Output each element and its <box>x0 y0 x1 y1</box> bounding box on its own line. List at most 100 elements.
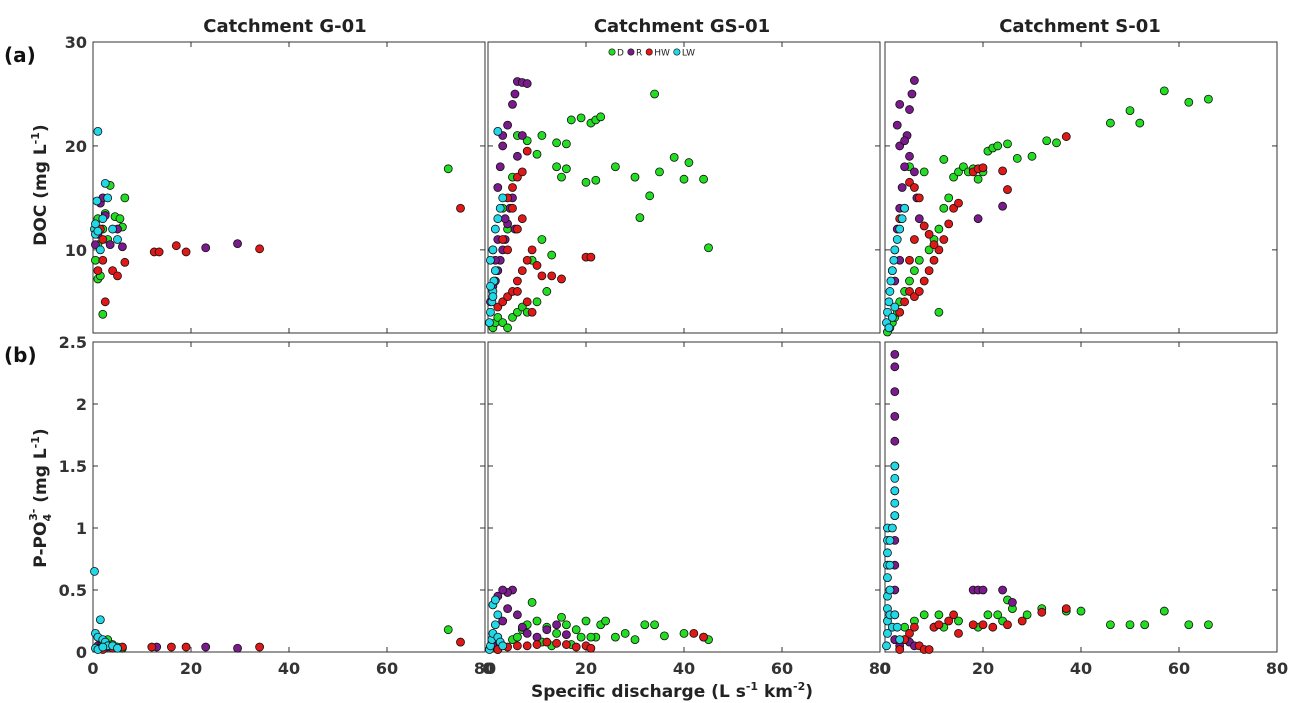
point-r0c2-D-32 <box>1135 118 1145 128</box>
point-r1c1-R-7 <box>522 629 532 638</box>
point-r1c2-D-7 <box>954 616 963 626</box>
point-r0c1-LW-5 <box>490 266 500 276</box>
point-r0c1-D-15 <box>562 139 571 149</box>
ylabel-p-rest: (mg L <box>31 448 51 508</box>
point-r0c2-LW-8 <box>892 235 902 244</box>
point-r0c1-HW-18 <box>522 146 532 156</box>
ylabel-p-sup2: -1 <box>29 436 42 448</box>
point-r1c2-D-19 <box>1125 620 1135 630</box>
point-r0c1-D-9 <box>532 297 542 307</box>
point-r1c2-LW-12 <box>885 560 895 570</box>
point-r1c2-LW-11 <box>885 585 895 595</box>
point-r1c2-LW-23 <box>895 635 905 644</box>
point-r1c2-LW-5 <box>883 573 892 582</box>
point-r0c0-R-4 <box>105 240 115 250</box>
point-r1c2-D-18 <box>1106 620 1115 630</box>
point-r0c1-HW-7 <box>527 245 537 255</box>
point-r1c2-LW-7 <box>883 548 892 558</box>
point-r1c1-D-18 <box>620 629 630 638</box>
point-r0c2-R-5 <box>900 162 909 172</box>
point-r0c1-HW-20 <box>517 214 527 224</box>
point-r0c2-HW-25 <box>914 193 924 203</box>
point-r0c2-HW-12 <box>954 198 963 208</box>
point-r0c2-LW-3 <box>885 287 895 296</box>
xtick-label-r1c1-4: 80 <box>869 659 891 678</box>
point-r0c2-R-4 <box>897 183 907 192</box>
point-r0c2-HW-20 <box>1003 185 1012 194</box>
column-title-g01: Catchment G-01 <box>203 16 366 37</box>
point-r0c1-R-10 <box>493 183 503 192</box>
point-r0c2-HW-21 <box>1061 132 1071 141</box>
point-r1c1-HW-3 <box>522 641 532 651</box>
point-r1c2-LW-0 <box>882 641 891 651</box>
panel-frame-r0c0 <box>92 41 486 334</box>
point-r0c1-D-31 <box>645 191 655 201</box>
point-r0c1-R-14 <box>508 99 517 109</box>
point-r0c1-D-12 <box>537 235 547 244</box>
point-r0c1-D-10 <box>542 287 552 296</box>
point-r1c2-LW-22 <box>892 622 902 632</box>
point-r1c2-HW-18 <box>1061 604 1071 613</box>
point-r1c2-D-17 <box>1076 606 1086 616</box>
xtick-label-r1c0-2: 40 <box>278 659 300 678</box>
point-r0c1-HW-13 <box>586 252 596 262</box>
point-r0c2-D-14 <box>944 193 954 203</box>
point-r1c1-D-13 <box>581 616 591 626</box>
point-r0c1-LW-1 <box>486 307 495 317</box>
point-r0c2-D-9 <box>914 255 924 265</box>
point-r1c2-D-3 <box>919 610 929 620</box>
point-r1c1-LW-5 <box>493 610 503 620</box>
point-r0c0-LW-2 <box>92 196 102 206</box>
ylabel-p-close: ) <box>31 428 51 436</box>
point-r0c1-R-20 <box>513 151 522 161</box>
xlabel-p1: Specific discharge (L s <box>531 682 746 702</box>
point-r0c2-LW-13 <box>887 313 897 322</box>
point-r1c2-D-20 <box>1140 620 1150 630</box>
point-r1c1-R-14 <box>498 585 508 595</box>
point-r1c1-D-22 <box>660 631 669 641</box>
point-r0c0-LW-5 <box>98 214 108 224</box>
panel-frame-r1c2 <box>884 341 1278 653</box>
point-r0c1-D-38 <box>704 243 713 253</box>
legend-label-D: D <box>617 49 624 59</box>
point-r0c1-LW-0 <box>485 318 494 328</box>
point-r0c0-D-9 <box>120 193 130 203</box>
point-r1c1-HW-10 <box>586 643 596 653</box>
point-r0c2-D-34 <box>1184 97 1194 107</box>
point-r1c2-HW-12 <box>968 620 978 630</box>
point-r1c2-HW-16 <box>1017 616 1027 626</box>
ytick-label-r1c0-2: 1 <box>76 519 87 538</box>
point-r0c0-HW-8 <box>171 241 181 251</box>
ytick-label-r1c0-3: 1.5 <box>59 457 87 476</box>
legend-label-HW: HW <box>654 49 670 59</box>
ytick-label-r1c0-5: 2.5 <box>59 333 87 352</box>
point-r1c2-HW-15 <box>1003 620 1012 630</box>
point-r0c2-D-12 <box>934 224 944 234</box>
panel-frame-r0c2 <box>884 41 1278 334</box>
point-r0c2-D-29 <box>1052 138 1061 148</box>
point-r1c2-LW-15 <box>890 511 900 520</box>
panel-label-b: (b) <box>4 343 37 367</box>
point-r1c1-D-23 <box>679 629 689 638</box>
panel-frame-r1c0 <box>92 341 486 653</box>
point-r1c2-D-14 <box>1022 610 1032 620</box>
ytick-label-r1c0-4: 2 <box>76 395 87 414</box>
point-r0c2-LW-12 <box>884 323 894 333</box>
point-r0c1-LW-9 <box>493 214 503 224</box>
point-r0c1-D-21 <box>532 149 542 159</box>
point-r0c0-HW-0 <box>93 266 103 276</box>
ylabel-doc-main: DOC (mg L <box>31 144 51 246</box>
point-r0c1-D-26 <box>581 177 591 187</box>
point-r0c1-HW-19 <box>513 224 522 234</box>
point-r0c0-HW-10 <box>255 244 265 254</box>
legend-label-LW: LW <box>682 49 695 59</box>
point-r1c1-D-7 <box>532 616 542 626</box>
point-r1c1-R-9 <box>542 625 552 635</box>
point-r0c1-HW-17 <box>517 167 527 177</box>
point-r1c1-D-9 <box>552 629 561 638</box>
point-r0c2-LW-6 <box>889 255 899 265</box>
column-title-gs01: Catchment GS-01 <box>594 16 770 37</box>
point-r1c0-LW-3 <box>95 615 105 625</box>
point-r1c0-HW-6 <box>181 642 191 652</box>
point-r1c1-D-12 <box>571 625 581 635</box>
